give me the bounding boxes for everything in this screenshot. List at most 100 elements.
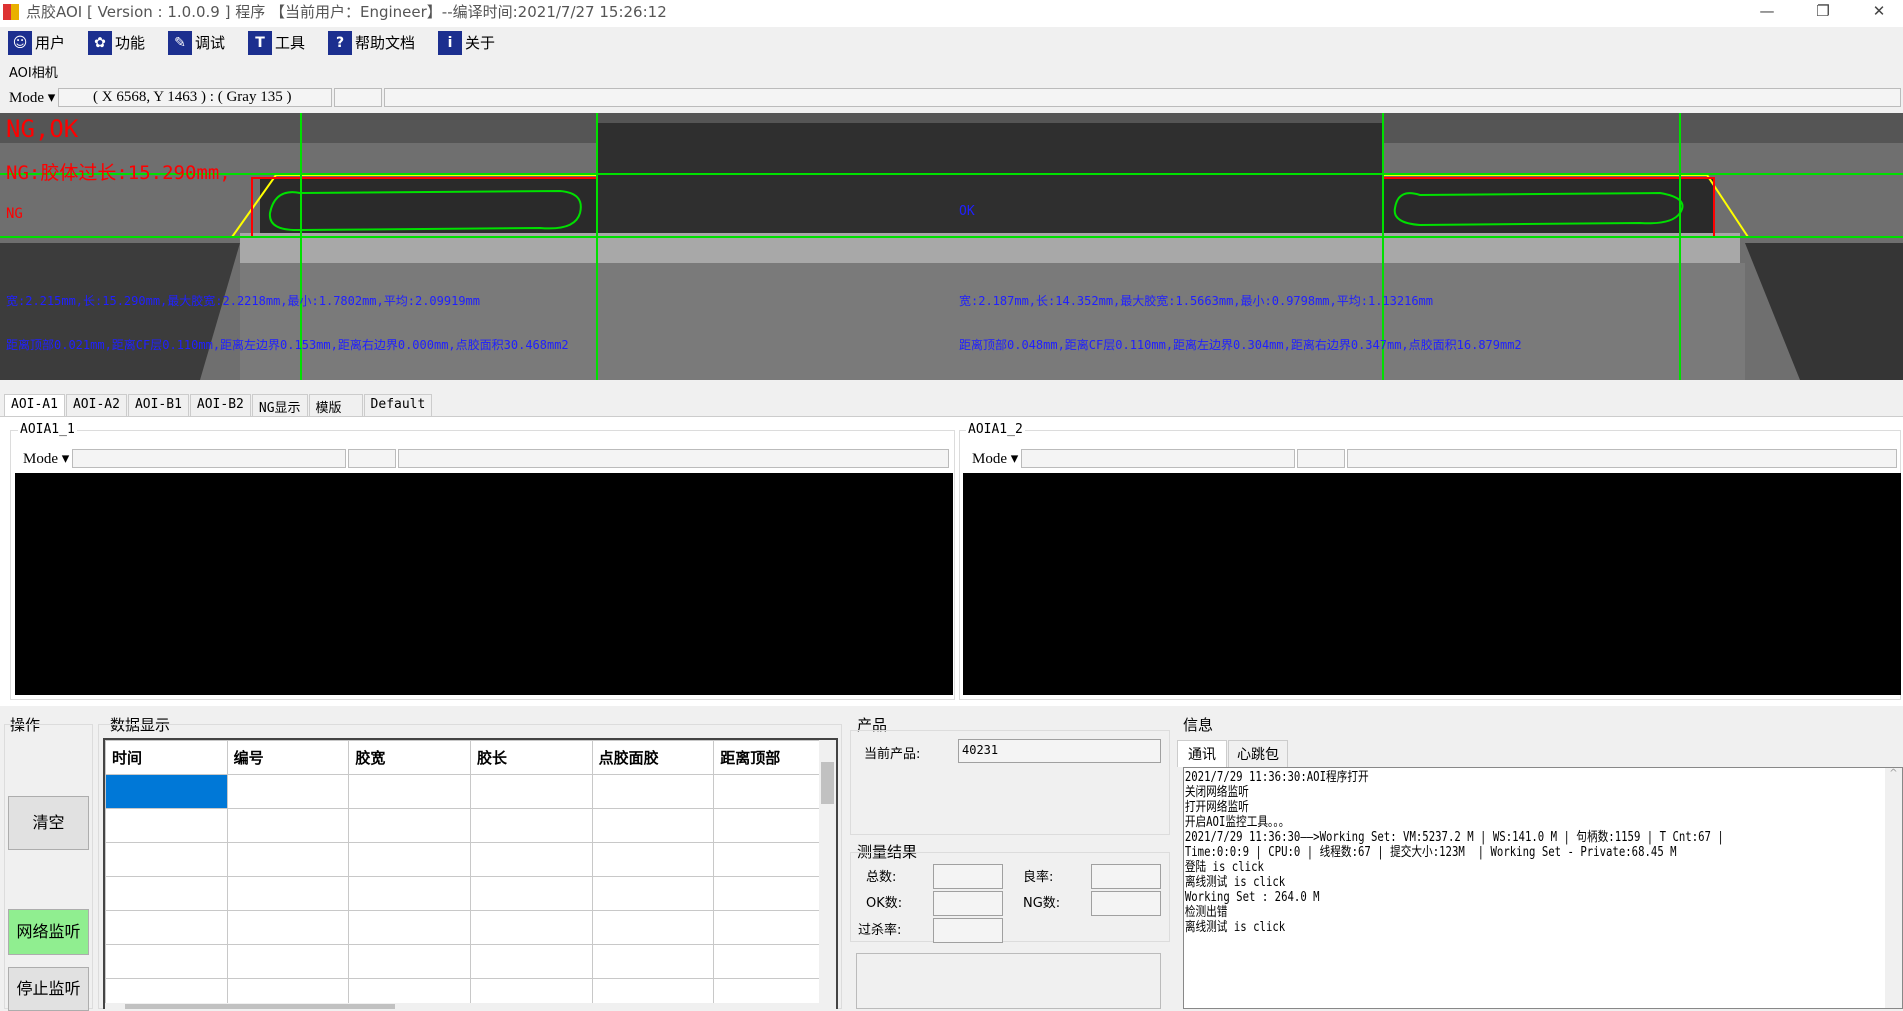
vertical-scrollbar[interactable] (819, 740, 836, 1009)
column-header[interactable]: 距离顶部 (713, 740, 836, 775)
tab-aoi-b2[interactable]: AOI-B2 (189, 394, 251, 416)
menu-debug[interactable]: ✎ 调试 (168, 30, 225, 55)
log-line: 开启AOI监控工具。。。 (1184, 815, 1290, 830)
selected-cell[interactable] (105, 774, 228, 809)
table-row[interactable] (105, 842, 836, 877)
overkill-value (933, 918, 1003, 943)
info-title: 信息 (1183, 716, 1214, 734)
menu-about[interactable]: i 关于 (438, 30, 495, 55)
view-title-1: AOIA1_1 (18, 422, 77, 437)
data-display-title: 数据显示 (110, 716, 171, 734)
menu-label: 用户 (35, 34, 66, 52)
camera-overlay (0, 113, 1903, 380)
column-header[interactable]: 点胶面胶 (591, 740, 715, 775)
left-status: NG (6, 206, 23, 222)
user-icon: ☺ (8, 30, 32, 55)
app-icon (3, 4, 19, 20)
product-title: 产品 (857, 716, 888, 734)
toolbar: ☺ 用户 ✿ 功能 ✎ 调试 T 工具 ? 帮助文档 i 关于 (0, 27, 1903, 58)
log-scrollbar[interactable]: ^ (1885, 768, 1902, 1008)
log-line: 2021/7/29 11:36:30——>Working Set: VM:523… (1184, 830, 1724, 845)
right-measure-line1: 宽:2.187mm,长:14.352mm,最大胶宽:1.5663mm,最小:0.… (959, 294, 1434, 308)
horizontal-scrollbar[interactable] (105, 1003, 821, 1009)
tab-communication[interactable]: 通讯 (1177, 740, 1227, 767)
yield-value (1091, 864, 1161, 889)
tab-aoi-b1[interactable]: AOI-B1 (127, 394, 189, 416)
log-line: Time:0:0:9 | CPU:0 | 线程数:67 | 提交大小:123M … (1184, 845, 1677, 860)
ng-count-value (1091, 891, 1161, 916)
debug-icon: ✎ (168, 30, 192, 55)
ng-reason: NG:胶体过长:15.290mm, (6, 162, 231, 184)
table-row[interactable] (105, 808, 836, 843)
right-measure-line2: 距离顶部0.048mm,距离CF层0.110mm,距离左边界0.304mm,距离… (959, 338, 1522, 352)
network-listen-button[interactable]: 网络监听 (8, 909, 89, 955)
measure-group (850, 852, 1170, 942)
tab-aoi-a1[interactable]: AOI-A1 (4, 394, 65, 416)
table-row[interactable] (105, 876, 836, 911)
tab-template[interactable]: 模版 (308, 394, 363, 416)
stop-listen-button[interactable]: 停止监听 (8, 967, 89, 1011)
menu-label: 帮助文档 (355, 34, 416, 52)
log-line: 登陆 is click (1184, 860, 1264, 875)
ok-count-value (933, 891, 1003, 916)
coords-readout: ( X 6568, Y 1463 ) : ( Gray 135 ) (58, 87, 332, 107)
data-table: 时间 编号 胶宽 胶长 点胶面胶 距离顶部 (105, 740, 836, 1009)
status-segment (1347, 448, 1897, 468)
view-mode-bar-1: Mode ▾ (14, 447, 951, 469)
mode-dropdown[interactable]: Mode ▾ (9, 89, 56, 106)
menu-label: 调试 (195, 34, 226, 52)
camera-image: NG,OK NG:胶体过长:15.290mm, NG OK 宽:2.215mm,… (0, 113, 1903, 380)
tab-default[interactable]: Default (363, 394, 433, 416)
clear-button[interactable]: 清空 (8, 796, 89, 850)
mode-dropdown[interactable]: Mode ▾ (23, 450, 70, 467)
column-header[interactable]: 胶宽 (348, 740, 471, 775)
product-group (850, 730, 1170, 835)
menu-label: 关于 (465, 34, 496, 52)
current-product-label: 当前产品: (864, 747, 921, 762)
left-measure-line1: 宽:2.215mm,长:15.290mm,最大胶宽:2.2218mm,最小:1.… (6, 294, 481, 308)
column-header[interactable]: 胶长 (469, 740, 593, 775)
camera-section-label: AOI相机 (9, 66, 58, 81)
operations-title: 操作 (10, 716, 41, 734)
title-bar: 点胶AOI [ Version : 1.0.0.9 ] 程序 【当前用户：Eng… (0, 0, 1903, 27)
table-row[interactable] (105, 910, 836, 945)
tab-heartbeat[interactable]: 心跳包 (1228, 740, 1288, 767)
info-log[interactable]: 2021/7/29 11:36:30:AOI程序打开 关闭网络监听 打开网络监听 开启… (1183, 767, 1903, 1009)
table-row[interactable] (105, 774, 836, 809)
minimize-button[interactable]: — (1759, 2, 1775, 20)
yield-label: 良率: (1023, 870, 1054, 885)
menu-tools[interactable]: T 工具 (248, 30, 305, 55)
table-row[interactable] (105, 944, 836, 979)
menu-user[interactable]: ☺ 用户 (8, 30, 65, 55)
log-line: 2021/7/29 11:36:30:AOI程序打开 (1184, 770, 1369, 785)
status-segment (384, 87, 1901, 107)
tab-ng-display[interactable]: NG显示 (251, 394, 308, 416)
tab-aoi-a2[interactable]: AOI-A2 (65, 394, 127, 416)
mode-dropdown[interactable]: Mode ▾ (972, 450, 1019, 467)
log-line: 离线测试 is click (1184, 875, 1286, 890)
scrollbar-thumb[interactable] (821, 762, 834, 804)
total-label: 总数: (866, 870, 897, 885)
menu-label: 功能 (115, 34, 146, 52)
camera-mode-bar: Mode ▾ ( X 6568, Y 1463 ) : ( Gray 135 ) (0, 86, 1903, 108)
ng-count-label: NG数: (1023, 896, 1061, 911)
current-product-input[interactable]: 40231 (958, 739, 1161, 763)
view-group-1 (10, 430, 955, 700)
status-segment (1021, 448, 1295, 468)
log-line: Working Set : 264.0 M (1184, 890, 1320, 905)
ok-count-label: OK数: (866, 896, 903, 911)
gear-icon: ✿ (88, 30, 112, 55)
close-button[interactable]: ✕ (1872, 2, 1886, 20)
column-header[interactable]: 时间 (105, 740, 228, 775)
data-grid[interactable]: 时间 编号 胶宽 胶长 点胶面胶 距离顶部 (103, 738, 838, 1009)
hammer-icon: T (248, 30, 272, 55)
info-tabs: 通讯 心跳包 (1177, 740, 1289, 767)
scrollbar-thumb[interactable] (125, 1004, 395, 1009)
menu-function[interactable]: ✿ 功能 (88, 30, 145, 55)
menu-help[interactable]: ? 帮助文档 (328, 30, 415, 55)
restore-button[interactable]: ❐ (1816, 2, 1830, 20)
log-line: 检测出错 (1184, 905, 1228, 920)
column-header[interactable]: 编号 (226, 740, 350, 775)
table-header-row: 时间 编号 胶宽 胶长 点胶面胶 距离顶部 (105, 740, 836, 775)
overkill-label: 过杀率: (858, 923, 902, 938)
